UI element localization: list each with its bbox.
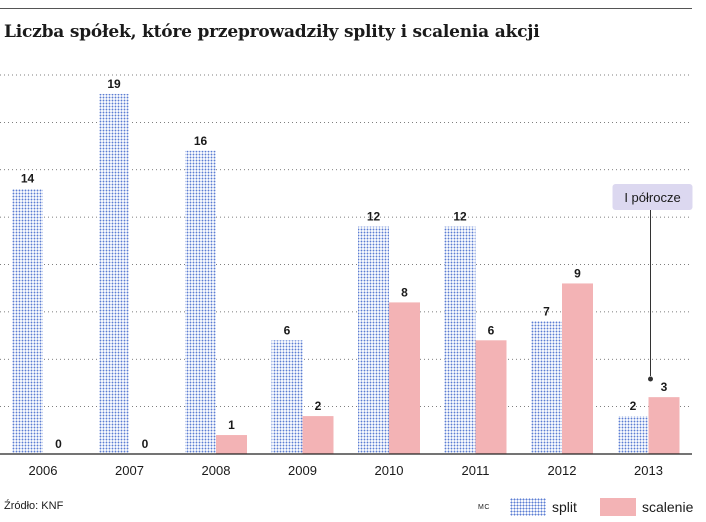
bar-scalenie-2012 bbox=[562, 283, 593, 454]
data-label-scalenie-2008: 1 bbox=[228, 418, 235, 432]
bar-split-2011 bbox=[444, 226, 476, 454]
x-tick-label-2012: 2012 bbox=[548, 463, 577, 478]
x-tick-label-2006: 2006 bbox=[29, 463, 58, 478]
legend-item-split: split bbox=[510, 496, 577, 518]
x-tick-label-2011: 2011 bbox=[462, 463, 490, 478]
bar-split-2010 bbox=[358, 226, 389, 454]
author-initials: MC bbox=[478, 504, 490, 511]
data-label-scalenie-2010: 8 bbox=[401, 285, 408, 299]
legend-swatch-split bbox=[510, 498, 546, 516]
bar-scalenie-2009 bbox=[302, 416, 334, 454]
source-note: Źródło: KNF bbox=[4, 500, 64, 512]
data-label-split-2013: 2 bbox=[630, 399, 637, 413]
data-label-split-2010: 12 bbox=[367, 210, 381, 224]
legend-swatch-scalenie bbox=[600, 498, 636, 516]
annotation: I półrocze bbox=[612, 184, 693, 382]
x-tick-label-2008: 2008 bbox=[202, 463, 231, 478]
bar-scalenie-2011 bbox=[475, 340, 507, 454]
x-tick-label-2009: 2009 bbox=[288, 463, 317, 478]
x-tick-label-2010: 2010 bbox=[375, 463, 404, 478]
bars bbox=[12, 93, 680, 455]
data-label-scalenie-2012: 9 bbox=[574, 266, 581, 280]
data-label-scalenie-2009: 2 bbox=[315, 399, 322, 413]
annotation-text: I półrocze bbox=[624, 190, 680, 205]
data-label-split-2007: 19 bbox=[107, 77, 121, 91]
data-label-split-2012: 7 bbox=[543, 304, 550, 318]
data-label-split-2011: 12 bbox=[453, 210, 467, 224]
data-label-split-2009: 6 bbox=[284, 323, 291, 337]
legend-item-scalenie: scalenie bbox=[600, 496, 693, 518]
data-label-split-2008: 16 bbox=[194, 134, 208, 148]
bar-split-2006 bbox=[12, 188, 43, 454]
top-rule bbox=[0, 8, 692, 9]
data-label-scalenie-2006: 0 bbox=[55, 437, 62, 451]
bar-split-2012 bbox=[531, 321, 562, 454]
x-axis: 2006 2007 2008 2009 2010 2011 2012 2013 bbox=[0, 453, 692, 478]
bar-split-2007 bbox=[98, 93, 130, 454]
bar-split-2013 bbox=[617, 416, 649, 454]
chart-title: Liczba spółek, które przeprowadziły spli… bbox=[4, 22, 540, 42]
data-label-split-2006: 14 bbox=[21, 172, 35, 186]
data-label-scalenie-2007: 0 bbox=[142, 437, 149, 451]
bar-scalenie-2008 bbox=[216, 435, 247, 454]
x-tick-label-2013: 2013 bbox=[634, 463, 663, 478]
x-tick-label-2007: 2007 bbox=[115, 463, 144, 478]
legend-label-scalenie: scalenie bbox=[642, 499, 694, 515]
annotation-dot bbox=[648, 376, 653, 382]
legend-label-split: split bbox=[552, 499, 577, 515]
bar-split-2008 bbox=[185, 150, 216, 455]
bar-scalenie-2013 bbox=[648, 397, 680, 454]
data-label-scalenie-2013: 3 bbox=[661, 380, 668, 394]
bar-split-2009 bbox=[271, 340, 303, 454]
bar-scalenie-2010 bbox=[389, 302, 420, 454]
data-label-scalenie-2011: 6 bbox=[488, 323, 495, 337]
annotation-box bbox=[612, 184, 693, 210]
